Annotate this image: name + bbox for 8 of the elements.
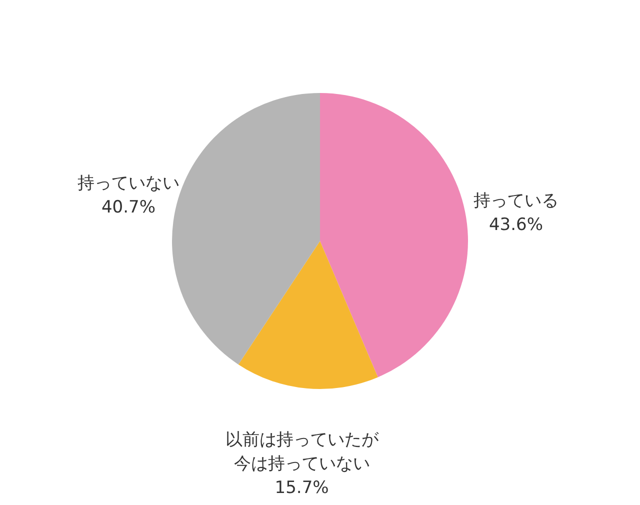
slice-label: 持っていない bbox=[77, 173, 180, 194]
slice-label: 以前は持っていたが今は持っていない bbox=[225, 430, 380, 474]
data-label: 43.6% bbox=[488, 215, 543, 236]
slice-label: 持っている bbox=[473, 191, 558, 212]
pie-slice bbox=[320, 93, 468, 378]
data-label: 15.7% bbox=[274, 478, 329, 498]
pie-slice bbox=[238, 241, 378, 389]
data-label: 40.7% bbox=[101, 197, 156, 218]
